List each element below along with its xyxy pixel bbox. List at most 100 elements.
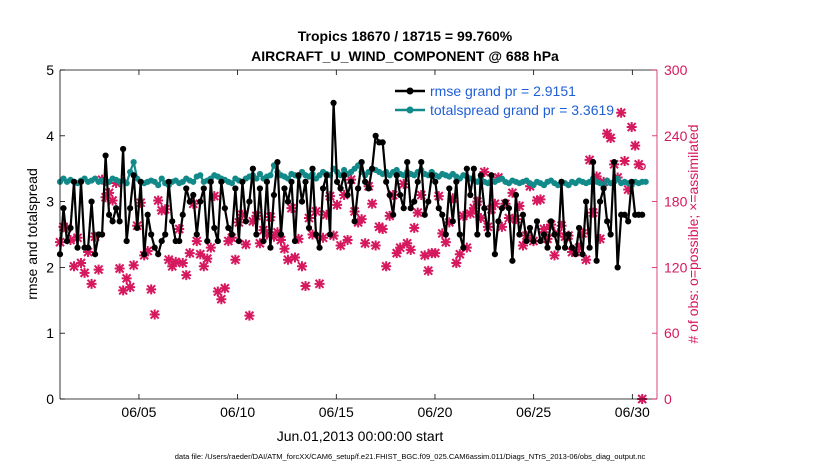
rmse-point bbox=[246, 198, 253, 205]
obs-assimilated-point bbox=[142, 245, 153, 256]
rmse-point bbox=[109, 218, 116, 225]
rmse-point bbox=[337, 185, 344, 192]
rmse-point bbox=[369, 165, 376, 172]
rmse-point bbox=[218, 178, 225, 185]
rmse-point bbox=[554, 244, 562, 251]
rmse-point bbox=[186, 198, 193, 205]
obs-assimilated-point bbox=[356, 214, 367, 225]
rmse-point bbox=[397, 191, 404, 199]
legend-spread-marker bbox=[406, 106, 414, 114]
obs-assimilated-point bbox=[398, 179, 409, 190]
obs-assimilated-point bbox=[360, 238, 371, 249]
obs-assimilated-point bbox=[121, 273, 132, 284]
spread-point bbox=[253, 175, 260, 182]
x-tick-label: 06/30 bbox=[615, 404, 650, 420]
rmse-point bbox=[162, 231, 169, 238]
obs-assimilated-point bbox=[395, 242, 406, 253]
rmse-point bbox=[193, 231, 200, 238]
rmse-point bbox=[113, 205, 120, 212]
obs-assimilated-point bbox=[605, 132, 616, 143]
obs-assimilated-point bbox=[128, 260, 139, 271]
rmse-point bbox=[260, 237, 267, 245]
rmse-point bbox=[134, 224, 141, 232]
rmse-point bbox=[316, 244, 323, 251]
obs-assimilated-point bbox=[125, 282, 136, 293]
obs-assimilated-point bbox=[549, 250, 560, 261]
obs-assimilated-point bbox=[247, 216, 258, 227]
rmse-point bbox=[498, 205, 506, 212]
obs-assimilated-point bbox=[328, 230, 339, 241]
obs-assimilated-point bbox=[198, 261, 209, 272]
rmse-point bbox=[519, 211, 527, 218]
rmse-point bbox=[509, 257, 516, 264]
obs-assimilated-point bbox=[244, 310, 255, 321]
rmse-point bbox=[611, 159, 618, 166]
rmse-point bbox=[565, 231, 572, 238]
obs-assimilated-point bbox=[195, 249, 206, 260]
obs-assimilated-point bbox=[458, 210, 469, 221]
obs-assimilated-point bbox=[574, 242, 585, 253]
rmse-point bbox=[263, 178, 271, 185]
rmse-point bbox=[77, 178, 85, 185]
obs-assimilated-point bbox=[507, 187, 518, 198]
rmse-point bbox=[523, 237, 530, 245]
rmse-point bbox=[604, 218, 611, 225]
obs-assimilated-point bbox=[240, 239, 251, 250]
obs-assimilated-point bbox=[391, 248, 402, 259]
rmse-series-group bbox=[56, 99, 646, 271]
rmse-point bbox=[242, 218, 249, 225]
obs-assimilated-point bbox=[598, 176, 609, 187]
obs-assimilated-point bbox=[62, 222, 73, 233]
obs-assimilated-point bbox=[86, 278, 97, 289]
rmse-point bbox=[333, 178, 341, 185]
rmse-point bbox=[537, 237, 544, 245]
rmse-point bbox=[470, 165, 477, 172]
obs-assimilated-point bbox=[339, 190, 350, 201]
rmse-point bbox=[256, 185, 264, 192]
rmse-point bbox=[390, 211, 397, 218]
obs-assimilated-point bbox=[282, 254, 293, 265]
obs-assimilated-point bbox=[254, 238, 265, 249]
obs-assimilated-point bbox=[496, 221, 507, 232]
obs-assimilated-point bbox=[272, 227, 283, 238]
rmse-point bbox=[295, 172, 302, 179]
rmse-point bbox=[84, 244, 92, 251]
obs-assimilated-point bbox=[430, 248, 441, 259]
obs-assimilated-point bbox=[90, 231, 101, 242]
obs-assimilated-point bbox=[451, 258, 462, 269]
rmse-point bbox=[502, 198, 509, 205]
rmse-point bbox=[98, 231, 106, 238]
obs-assimilated-point bbox=[444, 217, 455, 228]
rmse-point bbox=[421, 211, 428, 218]
rmse-point bbox=[425, 198, 432, 205]
rmse-point bbox=[190, 191, 197, 199]
obs-assimilated-point bbox=[433, 191, 444, 202]
obs-assimilated-point bbox=[65, 234, 76, 245]
obs-assimilated-point bbox=[261, 229, 272, 240]
obs-assimilated-point bbox=[153, 195, 164, 206]
obs-assimilated-point bbox=[237, 209, 248, 220]
rmse-point bbox=[551, 231, 558, 238]
rmse-point bbox=[495, 218, 502, 225]
rmse-point bbox=[488, 172, 495, 179]
rmse-point bbox=[274, 159, 281, 166]
obs-assimilated-point bbox=[416, 190, 427, 201]
obs-assimilated-point bbox=[514, 200, 525, 211]
rmse-point bbox=[432, 178, 439, 185]
rmse-point bbox=[319, 185, 327, 192]
obs-assimilated-point bbox=[307, 229, 318, 240]
obs-assimilated-point bbox=[275, 234, 286, 245]
rmse-point bbox=[474, 231, 481, 238]
rmse-point bbox=[141, 251, 148, 258]
obs-assimilated-point bbox=[58, 221, 69, 232]
rmse-point bbox=[411, 198, 418, 205]
rmse-point bbox=[137, 178, 144, 185]
rmse-point bbox=[169, 218, 176, 225]
rmse-point bbox=[597, 198, 604, 205]
rmse-point bbox=[197, 198, 204, 205]
rmse-point bbox=[207, 178, 214, 185]
obs-assimilated-point bbox=[517, 240, 528, 251]
rmse-point bbox=[407, 205, 414, 212]
rmse-point bbox=[505, 205, 513, 212]
rmse-point bbox=[516, 231, 523, 238]
